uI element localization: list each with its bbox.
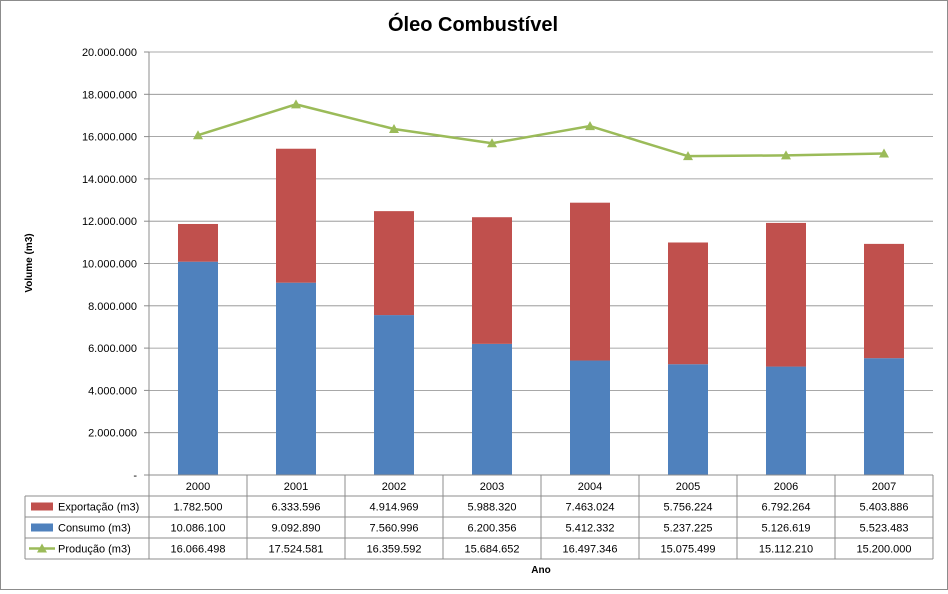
data-label: 1.782.500 <box>174 502 223 514</box>
marker-producao-2002 <box>389 123 399 133</box>
marker-producao-2001 <box>291 99 301 109</box>
data-label: 15.684.652 <box>464 544 519 556</box>
bar-exportacao-2004 <box>570 202 610 361</box>
data-label: 9.092.890 <box>272 523 321 535</box>
y-tick-label: 2.000.000 <box>88 428 137 440</box>
marker-producao-2006 <box>781 150 791 160</box>
y-tick-label: 8.000.000 <box>88 301 137 313</box>
data-label: 6.200.356 <box>468 523 517 535</box>
data-label: 10.086.100 <box>170 523 225 535</box>
data-label: 7.463.024 <box>566 502 615 514</box>
marker-producao-2005 <box>683 151 693 161</box>
data-label: 5.988.320 <box>468 502 517 514</box>
legend-label: Produção (m3) <box>58 544 131 556</box>
data-label: 5.412.332 <box>566 523 615 535</box>
category-label: 2006 <box>774 481 798 493</box>
marker-producao-2000 <box>193 130 203 140</box>
bar-consumo-2001 <box>276 282 316 475</box>
y-tick-label: 6.000.000 <box>88 343 137 355</box>
y-axis-label: Volume (m3) <box>24 233 35 292</box>
bar-exportacao-2001 <box>276 148 316 283</box>
category-label: 2003 <box>480 481 504 493</box>
bar-consumo-2003 <box>472 343 512 475</box>
bar-exportacao-2000 <box>178 223 218 262</box>
category-label: 2002 <box>382 481 406 493</box>
data-label: 16.066.498 <box>170 544 225 556</box>
bar-consumo-2004 <box>570 360 610 475</box>
marker-producao-2007 <box>879 148 889 158</box>
bar-exportacao-2003 <box>472 217 512 344</box>
bar-consumo-2002 <box>374 315 414 475</box>
category-label: 2005 <box>676 481 700 493</box>
bar-consumo-2007 <box>864 358 904 475</box>
legend-label: Consumo (m3) <box>58 523 131 535</box>
category-label: 2004 <box>578 481 602 493</box>
bar-consumo-2006 <box>766 366 806 475</box>
data-label: 7.560.996 <box>370 523 419 535</box>
data-label: 6.333.596 <box>272 502 321 514</box>
data-label: 4.914.969 <box>370 502 419 514</box>
y-tick-label: 10.000.000 <box>82 259 137 271</box>
data-label: 15.075.499 <box>660 544 715 556</box>
legend-marker-producao <box>37 543 47 553</box>
bar-exportacao-2002 <box>374 211 414 316</box>
marker-producao-2003 <box>487 138 497 148</box>
bar-exportacao-2006 <box>766 222 806 367</box>
data-label: 17.524.581 <box>268 544 323 556</box>
data-label: 16.359.592 <box>366 544 421 556</box>
y-tick-label: - <box>133 470 137 482</box>
category-label: 2001 <box>284 481 308 493</box>
data-label: 5.403.886 <box>860 502 909 514</box>
y-tick-label: 12.000.000 <box>82 216 137 228</box>
legend-swatch-consumo <box>31 523 53 532</box>
data-label: 5.756.224 <box>664 502 713 514</box>
legend-swatch-exportacao <box>31 502 53 511</box>
bar-consumo-2005 <box>668 364 708 475</box>
bar-consumo-2000 <box>178 261 218 475</box>
data-label: 5.523.483 <box>860 523 909 535</box>
data-label: 15.112.210 <box>759 544 813 556</box>
y-tick-label: 4.000.000 <box>88 385 137 397</box>
data-label: 6.792.264 <box>762 502 811 514</box>
y-tick-label: 18.000.000 <box>82 89 137 101</box>
data-label: 5.126.619 <box>762 523 811 535</box>
y-tick-label: 20.000.000 <box>82 47 137 59</box>
data-label: 16.497.346 <box>562 544 617 556</box>
chart-title: Óleo Combustível <box>388 12 558 36</box>
category-label: 2007 <box>872 481 896 493</box>
data-label: 5.237.225 <box>664 523 713 535</box>
legend-label: Exportação (m3) <box>58 502 139 514</box>
marker-producao-2004 <box>585 121 595 131</box>
x-axis-label: Ano <box>531 565 550 576</box>
bar-exportacao-2005 <box>668 242 708 365</box>
y-tick-label: 16.000.000 <box>82 132 137 144</box>
bar-exportacao-2007 <box>864 243 904 359</box>
y-tick-label: 14.000.000 <box>82 174 137 186</box>
category-label: 2000 <box>186 481 210 493</box>
line-producao <box>197 103 885 158</box>
data-label: 15.200.000 <box>856 544 911 556</box>
